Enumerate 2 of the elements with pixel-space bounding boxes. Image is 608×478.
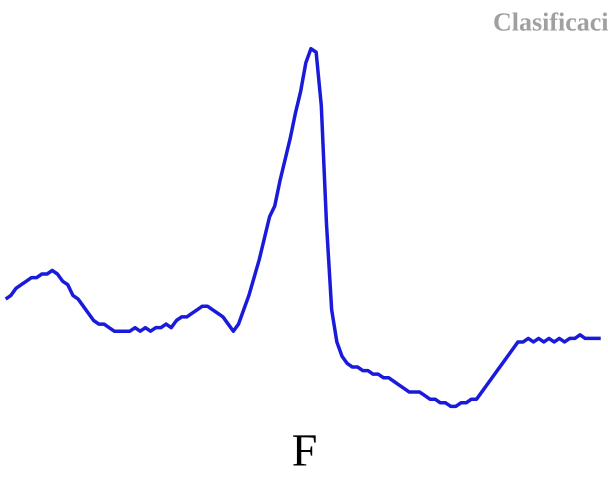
x-axis-title: F — [292, 424, 318, 476]
chart-title: Clasificaci — [492, 8, 608, 36]
